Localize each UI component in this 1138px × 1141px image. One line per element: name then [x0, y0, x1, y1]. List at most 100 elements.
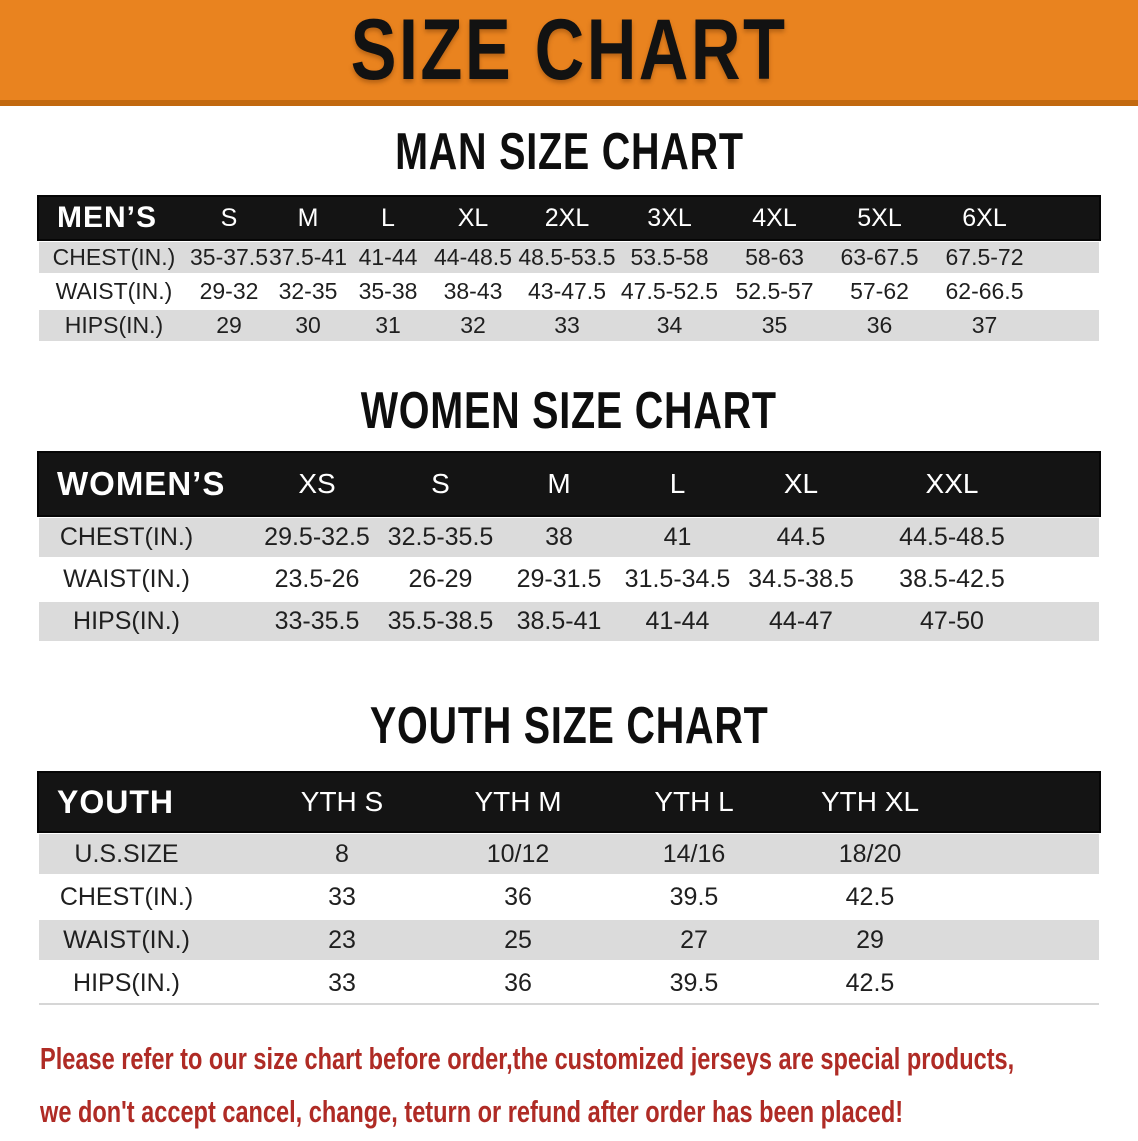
row-label: CHEST(IN.) — [52, 244, 176, 270]
value-cell: 35.5-38.5 — [387, 607, 494, 635]
youth-chest-row: CHEST(IN.) 33 36 39.5 42.5 — [39, 877, 1099, 917]
value-cell: 29 — [216, 312, 242, 338]
women-table-header-label: WOMEN’S — [57, 465, 226, 502]
banner-title: SIZE CHART — [350, 2, 788, 98]
value-cell: 30 — [295, 312, 321, 338]
footer-note-line1: Please refer to our size chart before or… — [40, 1035, 1138, 1088]
value-cell: 26-29 — [408, 565, 473, 593]
row-label: CHEST(IN.) — [59, 523, 194, 551]
value-cell: 44-47 — [769, 607, 833, 635]
row-label: WAIST(IN.) — [63, 565, 190, 593]
size-col: 6XL — [962, 203, 1007, 232]
youth-size-table: YOUTH YTH S YTH M YTH L YTH XL U.S.SIZE … — [39, 773, 1099, 1003]
value-cell: 67.5-72 — [945, 244, 1024, 270]
value-cell: 33 — [554, 312, 580, 338]
value-cell: 35-38 — [358, 278, 418, 304]
size-col: L — [381, 203, 395, 232]
men-table-header-label: MEN’S — [57, 201, 158, 234]
size-col: XXL — [925, 468, 979, 499]
youth-hips-row: HIPS(IN.) 33 36 39.5 42.5 — [39, 963, 1099, 1003]
value-cell: 57-62 — [850, 278, 909, 304]
value-cell: 31.5-34.5 — [624, 565, 731, 593]
value-cell: 38.5-42.5 — [899, 565, 1005, 593]
value-cell: 52.5-57 — [735, 278, 814, 304]
youth-table-header: YOUTH YTH S YTH M YTH L YTH XL — [39, 773, 1099, 831]
value-cell: 53.5-58 — [630, 244, 709, 270]
value-cell: 27 — [680, 925, 708, 954]
value-cell: 47-50 — [920, 607, 984, 635]
footer-note-line2-text: we don't accept cancel, change, teturn o… — [40, 1094, 904, 1129]
value-cell: 10/12 — [486, 839, 550, 868]
value-cell: 58-63 — [745, 244, 804, 270]
value-cell: 18/20 — [838, 839, 902, 868]
youth-waist-row: WAIST(IN.) 23 25 27 29 — [39, 920, 1099, 960]
row-label: WAIST(IN.) — [63, 925, 190, 954]
youth-ussize-row: U.S.SIZE 8 10/12 14/16 18/20 — [39, 834, 1099, 874]
men-size-table: MEN’S S M L XL 2XL 3XL 4XL 5XL 6XL CHEST… — [39, 197, 1099, 341]
size-col: YTH M — [474, 786, 562, 817]
women-section-heading: WOMEN SIZE CHART — [0, 385, 1138, 437]
size-col: M — [297, 203, 319, 232]
value-cell: 42.5 — [845, 882, 895, 911]
value-cell: 33 — [328, 882, 356, 911]
value-cell: 38-43 — [443, 278, 503, 304]
size-col: 3XL — [647, 203, 692, 232]
men-waist-row: WAIST(IN.) 29-32 32-35 35-38 38-43 43-47… — [39, 276, 1099, 307]
size-col: 5XL — [857, 203, 902, 232]
value-cell: 41-44 — [358, 244, 418, 270]
size-col: 4XL — [752, 203, 797, 232]
value-cell: 37.5-41 — [269, 244, 348, 270]
footer-note-line2: we don't accept cancel, change, teturn o… — [40, 1088, 1138, 1141]
size-col: YTH L — [654, 786, 734, 817]
value-cell: 36 — [866, 312, 893, 338]
women-table-header: WOMEN’S XS S M L XL XXL — [39, 453, 1099, 515]
men-table-header: MEN’S S M L XL 2XL 3XL 4XL 5XL 6XL — [39, 197, 1099, 239]
men-chest-row: CHEST(IN.) 35-37.5 37.5-41 41-44 44-48.5… — [39, 242, 1099, 273]
value-cell: 62-66.5 — [945, 278, 1024, 304]
size-col: 2XL — [544, 203, 590, 232]
value-cell: 23 — [328, 925, 356, 954]
value-cell: 44.5-48.5 — [899, 523, 1005, 551]
value-cell: 34.5-38.5 — [748, 565, 854, 593]
men-section-heading-text: MAN SIZE CHART — [394, 123, 744, 181]
value-cell: 25 — [504, 925, 532, 954]
footer-note-line1-text: Please refer to our size chart before or… — [40, 1041, 1015, 1076]
size-col: XL — [457, 203, 489, 232]
value-cell: 37 — [971, 312, 998, 338]
row-label: HIPS(IN.) — [64, 312, 164, 338]
value-cell: 48.5-53.5 — [518, 244, 616, 270]
value-cell: 23.5-26 — [274, 565, 360, 593]
row-label: HIPS(IN.) — [73, 968, 180, 997]
value-cell: 29-32 — [199, 278, 259, 304]
row-label: CHEST(IN.) — [59, 882, 194, 911]
value-cell: 39.5 — [669, 968, 719, 997]
value-cell: 63-67.5 — [840, 244, 919, 270]
banner: SIZE CHART — [0, 0, 1138, 106]
value-cell: 33-35.5 — [274, 607, 360, 635]
size-col: XS — [298, 468, 336, 499]
value-cell: 35 — [761, 312, 788, 338]
youth-section-heading-text: YOUTH SIZE CHART — [369, 697, 769, 755]
value-cell: 29 — [856, 925, 884, 954]
value-cell: 34 — [656, 312, 683, 338]
size-col: XL — [783, 468, 819, 499]
value-cell: 44-48.5 — [433, 244, 512, 270]
women-waist-row: WAIST(IN.) 23.5-26 26-29 29-31.5 31.5-34… — [39, 560, 1099, 599]
value-cell: 43-47.5 — [527, 278, 606, 304]
value-cell: 29.5-32.5 — [264, 523, 370, 551]
value-cell: 29-31.5 — [516, 565, 602, 593]
value-cell: 8 — [335, 839, 349, 868]
value-cell: 38 — [545, 523, 573, 551]
footer-note: Please refer to our size chart before or… — [0, 1035, 1138, 1141]
value-cell: 32 — [460, 312, 486, 338]
size-col: L — [669, 468, 686, 499]
value-cell: 39.5 — [669, 882, 719, 911]
value-cell: 38.5-41 — [516, 607, 602, 635]
value-cell: 42.5 — [845, 968, 895, 997]
value-cell: 41-44 — [645, 607, 710, 635]
value-cell: 14/16 — [662, 839, 726, 868]
size-col: S — [220, 203, 238, 232]
women-chest-row: CHEST(IN.) 29.5-32.5 32.5-35.5 38 41 44.… — [39, 518, 1099, 557]
size-col: YTH XL — [820, 786, 920, 817]
